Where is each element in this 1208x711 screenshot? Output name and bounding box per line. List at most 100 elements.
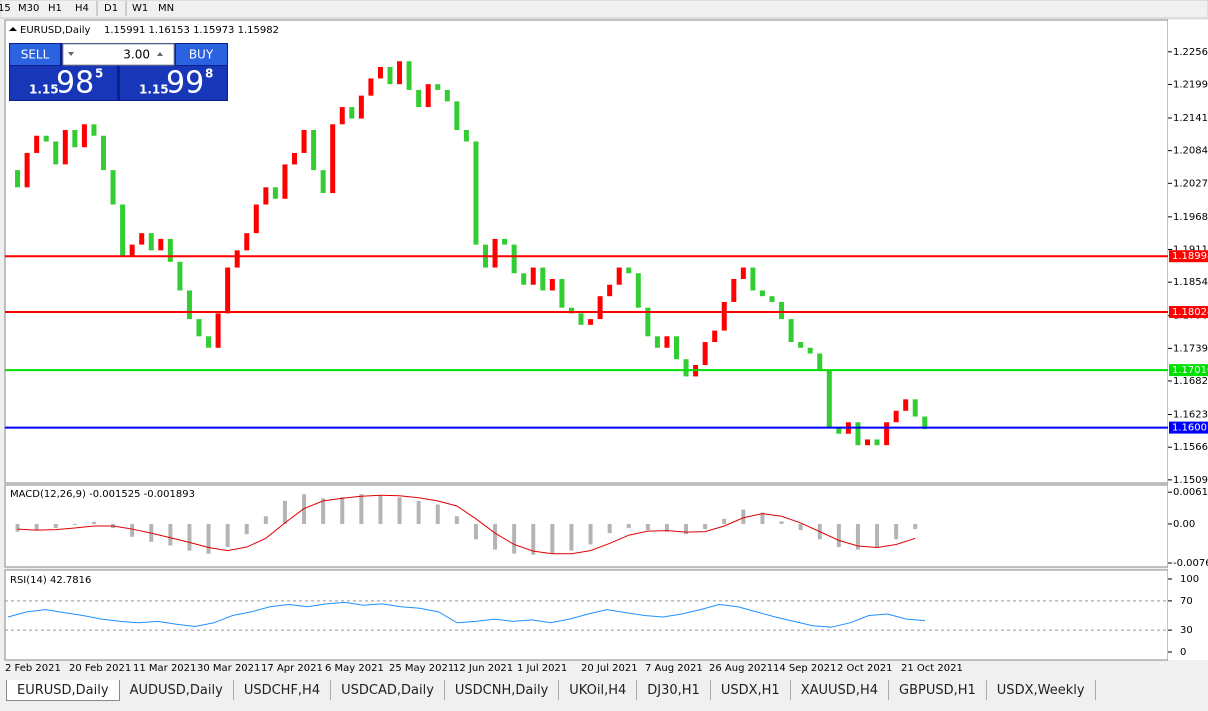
sell-price-box[interactable] [10, 66, 117, 100]
candle-body [750, 267, 756, 291]
buy-button[interactable] [176, 44, 227, 65]
chart-tab[interactable]: USDCNH,Daily [445, 680, 560, 700]
candle-body [568, 307, 574, 314]
candle-body [884, 422, 890, 446]
macd-bar [550, 523, 555, 554]
candle-body [349, 107, 355, 119]
sell-label: SELL [21, 48, 50, 62]
y-tick-label: 1.18545 [1173, 277, 1208, 288]
candle-body [253, 204, 259, 234]
macd-bar [416, 500, 421, 524]
chart-tab[interactable]: USDCAD,Daily [331, 680, 445, 700]
macd-bar [359, 494, 364, 524]
y-tick-label: 1.21410 [1173, 113, 1208, 124]
macd-bar [454, 516, 459, 524]
candle-body [903, 399, 909, 411]
macd-bar [722, 518, 727, 524]
buy-label: BUY [189, 48, 214, 62]
candle-body [817, 353, 823, 371]
spin-down[interactable] [68, 52, 74, 56]
macd-bar [473, 523, 478, 540]
x-tick-label: 25 May 2021 [389, 663, 454, 674]
x-tick-label: 17 Apr 2021 [261, 663, 323, 674]
macd-bar [607, 523, 612, 534]
candle-body [311, 130, 317, 171]
candle-body [225, 267, 231, 314]
chart-tab[interactable]: EURUSD,Daily [6, 680, 120, 701]
macd-bar [569, 523, 574, 551]
chart-tab[interactable]: DJ30,H1 [637, 680, 711, 700]
timeframe-button[interactable]: M30 [18, 3, 39, 14]
macd-bar [588, 523, 593, 545]
macd-bar [512, 523, 517, 554]
candle-body [549, 279, 555, 291]
macd-tick-label: 0.006193 [1173, 487, 1208, 498]
volume-input[interactable] [62, 43, 175, 66]
candle-body [559, 279, 565, 308]
candle-body [492, 238, 498, 268]
timeframe-button[interactable]: H1 [48, 3, 62, 14]
candle-body [72, 130, 78, 148]
candle-body [616, 267, 622, 285]
level-label-bg [1169, 364, 1208, 377]
collapse-icon [9, 27, 17, 31]
chart-tab[interactable]: USDX,H1 [711, 680, 791, 700]
rsi-tick-label: 100 [1180, 574, 1199, 585]
candle-body [597, 296, 603, 320]
candle-body [15, 170, 21, 188]
chart-tab[interactable]: UKOil,H4 [559, 680, 638, 700]
chart-tab[interactable]: GBPUSD,H1 [889, 680, 987, 700]
candle-body [874, 439, 880, 446]
candle-body [855, 422, 861, 446]
candle-body [320, 170, 326, 194]
timeframe-button[interactable]: D1 [104, 3, 118, 14]
candle-body [387, 66, 393, 85]
candle-body [186, 290, 192, 320]
macd-bar [187, 523, 192, 551]
y-tick-label: 1.16235 [1173, 410, 1208, 421]
candle-body [139, 233, 145, 245]
level-label: 1.18998 [1172, 251, 1208, 262]
level-label-bg [1169, 421, 1208, 434]
candle-body [645, 307, 651, 337]
candle-body [24, 152, 30, 188]
buy-main: 99 [166, 66, 204, 101]
chart-tab[interactable]: USDX,Weekly [987, 680, 1096, 700]
buy-price-box[interactable] [120, 66, 227, 100]
spin-up[interactable] [157, 52, 163, 56]
candle-body [731, 279, 737, 302]
y-tick-label: 1.20270 [1173, 178, 1208, 189]
x-tick-label: 1 Jul 2021 [517, 663, 567, 674]
macd-bar [225, 523, 230, 548]
sell-button[interactable] [10, 44, 60, 65]
timeframe-button[interactable]: H4 [75, 3, 89, 14]
x-tick-label: 30 Mar 2021 [197, 663, 260, 674]
candle-body [215, 313, 221, 348]
macd-bar [168, 523, 173, 546]
candle-body [330, 124, 336, 194]
candle-body [292, 152, 297, 165]
candle-body [158, 238, 164, 251]
timeframe-button[interactable]: MN [158, 3, 174, 14]
timeframe-button[interactable]: W1 [132, 3, 148, 14]
y-tick-label: 1.22565 [1173, 47, 1208, 58]
candle-body [635, 273, 641, 308]
macd-bar [798, 523, 803, 531]
candle-body [893, 410, 899, 423]
candle-body [788, 319, 794, 343]
chart-tab[interactable]: XAUUSD,H4 [791, 680, 889, 700]
candle-body [683, 359, 689, 377]
candle-body [511, 244, 517, 274]
macd-bar [855, 523, 860, 550]
rsi-line [7, 601, 926, 628]
chart-tab[interactable]: USDCHF,H4 [234, 680, 332, 700]
tab-bar: EURUSD,Daily AUDUSD,Daily USDCHF,H4 USDCAD,… [0, 680, 1208, 711]
candle-body [368, 78, 374, 96]
macd-bar [684, 523, 689, 535]
chart-tab[interactable]: AUDUSD,Daily [120, 680, 234, 700]
timeframe-button[interactable]: 15 [0, 3, 11, 14]
candle-body [454, 101, 460, 131]
volume: 3.00 [123, 48, 150, 62]
macd-bar [397, 497, 402, 524]
x-tick-label: 20 Jul 2021 [581, 663, 638, 674]
